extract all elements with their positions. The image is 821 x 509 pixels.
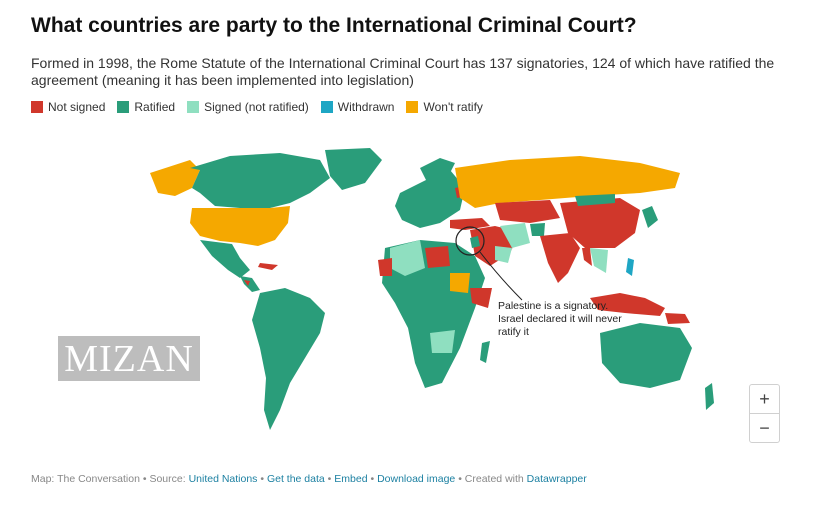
region-myanmar[interactable] — [582, 248, 592, 266]
region-greenland[interactable] — [325, 148, 382, 190]
region-afghanistan[interactable] — [530, 223, 545, 236]
region-west-africa-red[interactable] — [378, 258, 392, 276]
region-new-zealand[interactable] — [705, 383, 714, 410]
footer-sep-1: • — [257, 473, 267, 485]
region-libya[interactable] — [425, 246, 450, 268]
footer-sep-3: • — [367, 473, 378, 485]
zoom-out-button[interactable]: − — [750, 413, 779, 442]
footer-sep-4: • Created with — [455, 473, 527, 485]
legend-swatch-not-signed — [31, 101, 43, 113]
region-korea-japan[interactable] — [642, 206, 658, 228]
chart-subtitle: Formed in 1998, the Rome Statute of the … — [31, 55, 775, 88]
legend-item-ratified: Ratified — [117, 100, 175, 114]
legend-item-signed: Signed (not ratified) — [187, 100, 309, 114]
region-mongolia[interactable] — [575, 194, 615, 206]
region-madagascar[interactable] — [480, 341, 490, 363]
chart-title: What countries are party to the Internat… — [31, 14, 637, 37]
legend-swatch-wont-ratify — [406, 101, 419, 113]
region-iran[interactable] — [500, 223, 530, 248]
highlight-circle — [455, 226, 485, 256]
region-gulf[interactable] — [495, 246, 512, 263]
watermark-text: MIZAN — [64, 337, 194, 380]
legend-label-ratified: Ratified — [134, 100, 176, 114]
source-link[interactable]: United Nations — [188, 473, 258, 485]
region-usa[interactable] — [190, 206, 290, 246]
legend-swatch-withdrawn — [320, 101, 333, 113]
region-southeast-asia[interactable] — [590, 248, 608, 273]
legend-item-withdrawn: Withdrawn — [320, 100, 395, 114]
legend-swatch-ratified — [117, 101, 130, 113]
footer-prefix: Map: The Conversation • Source: — [31, 473, 189, 485]
world-map[interactable] — [120, 148, 720, 448]
legend-label-wont-ratify: Won't ratify — [423, 100, 483, 114]
datawrapper-link[interactable]: Datawrapper — [526, 473, 587, 485]
region-russia[interactable] — [455, 156, 680, 208]
region-central-asia[interactable] — [495, 200, 560, 223]
region-scandinavia[interactable] — [420, 158, 455, 188]
legend-label-not-signed: Not signed — [48, 100, 106, 114]
region-indonesia[interactable] — [590, 293, 665, 316]
region-canada[interactable] — [190, 153, 330, 208]
palestine-annotation: Palestine is a signatory. Israel declare… — [498, 300, 622, 338]
annotation-leader-line — [479, 251, 523, 301]
region-papua[interactable] — [665, 313, 690, 324]
get-data-link[interactable]: Get the data — [266, 473, 325, 485]
download-image-link[interactable]: Download image — [377, 473, 456, 485]
footer-sep-2: • — [324, 473, 335, 485]
legend-label-signed: Signed (not ratified) — [204, 100, 309, 114]
legend-item-wont-ratify: Won't ratify — [406, 100, 483, 114]
region-turkey[interactable] — [450, 218, 490, 230]
region-north-africa-signed[interactable] — [390, 240, 425, 276]
region-nicaragua[interactable] — [244, 280, 250, 286]
region-horn-of-africa[interactable] — [470, 288, 492, 308]
region-central-america[interactable] — [240, 276, 260, 292]
region-mexico[interactable] — [200, 240, 250, 278]
region-china[interactable] — [560, 198, 640, 248]
zoom-control: + − — [749, 384, 780, 443]
region-india[interactable] — [540, 233, 580, 283]
region-europe[interactable] — [395, 170, 465, 228]
embed-link[interactable]: Embed — [334, 473, 368, 485]
legend-item-not-signed: Not signed — [31, 100, 105, 114]
region-southern-africa-signed[interactable] — [430, 330, 455, 353]
region-cuba[interactable] — [258, 263, 278, 270]
legend-label-withdrawn: Withdrawn — [337, 100, 395, 114]
footer: Map: The Conversation • Source: United N… — [31, 473, 587, 485]
legend-swatch-signed — [187, 101, 200, 113]
legend: Not signed Ratified Signed (not ratified… — [31, 100, 495, 114]
region-philippines[interactable] — [626, 258, 634, 276]
region-sudan[interactable] — [450, 273, 470, 293]
mizan-watermark: MIZAN — [58, 336, 200, 381]
region-alaska[interactable] — [150, 160, 200, 196]
region-south-america[interactable] — [252, 288, 325, 430]
zoom-in-button[interactable]: + — [759, 388, 770, 409]
region-jordan-region[interactable] — [470, 236, 480, 248]
region-australia[interactable] — [600, 323, 692, 388]
